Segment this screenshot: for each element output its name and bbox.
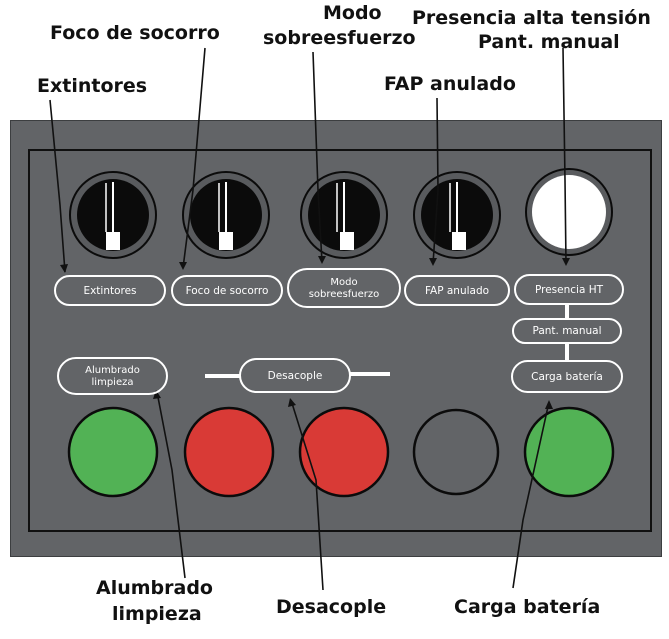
label-pant-manual-text: Pant. manual: [532, 325, 602, 337]
callout-modo-line1: Modo: [323, 2, 382, 24]
label-alumbrado-line2: limpieza: [91, 376, 134, 388]
indicator-presencia-ht: [525, 168, 613, 256]
callout-pant-manual: Pant. manual: [478, 31, 620, 53]
callout-desacople: Desacople: [276, 596, 387, 618]
leader-arrowheads: [60, 256, 570, 409]
callout-fap-anulado: FAP anulado: [384, 73, 516, 95]
label-modo-sobreesfuerzo: Modo sobreesfuerzo: [287, 268, 401, 308]
label-carga-bateria-text: Carga batería: [531, 370, 603, 383]
label-pant-manual: Pant. manual: [512, 318, 622, 344]
button-desacople-right[interactable]: [298, 406, 390, 498]
label-presencia-ht: Presencia HT: [514, 274, 624, 305]
button-empty[interactable]: [412, 408, 500, 496]
indicator-fap-anulado: [413, 171, 501, 259]
label-extintores-text: Extintores: [83, 284, 137, 297]
indicator-extintores: [69, 171, 157, 259]
label-carga-bateria: Carga batería: [511, 360, 623, 393]
button-carga-bateria[interactable]: [523, 406, 615, 498]
label-desacople-text: Desacople: [267, 369, 323, 382]
label-extintores: Extintores: [54, 275, 166, 306]
callout-carga-bateria: Carga batería: [454, 596, 601, 618]
callout-foco-de-socorro: Foco de socorro: [50, 22, 220, 44]
button-desacople-left[interactable]: [183, 406, 275, 498]
label-fap-anulado: FAP anulado: [404, 275, 510, 306]
label-foco-de-socorro: Foco de socorro: [171, 275, 283, 306]
callout-presencia-alta-tension: Presencia alta tensión: [412, 7, 651, 29]
label-foco-de-socorro-text: Foco de socorro: [185, 284, 269, 297]
indicator-modo-sobreesfuerzo: [300, 171, 388, 259]
label-alumbrado-line1: Alumbrado: [85, 364, 140, 376]
button-alumbrado-limpieza[interactable]: [67, 406, 159, 498]
label-desacople: Desacople: [239, 358, 351, 393]
callout-alumbrado-line1: Alumbrado: [96, 577, 213, 599]
label-fap-anulado-text: FAP anulado: [424, 284, 490, 297]
indicator-foco-de-socorro: [182, 171, 270, 259]
callout-modo-line2: sobreesfuerzo: [263, 27, 416, 49]
label-presencia-ht-text: Presencia HT: [534, 283, 604, 296]
label-connectors: [205, 303, 569, 378]
callout-alumbrado-line2: limpieza: [112, 603, 202, 625]
callout-extintores: Extintores: [37, 75, 148, 97]
label-modo-line2: sobreesfuerzo: [308, 288, 380, 300]
label-alumbrado-limpieza: Alumbrado limpieza: [57, 357, 168, 395]
control-panel-inner-frame: [28, 149, 652, 532]
leader-lines: [49, 47, 567, 591]
label-modo-line1: Modo: [330, 276, 358, 288]
